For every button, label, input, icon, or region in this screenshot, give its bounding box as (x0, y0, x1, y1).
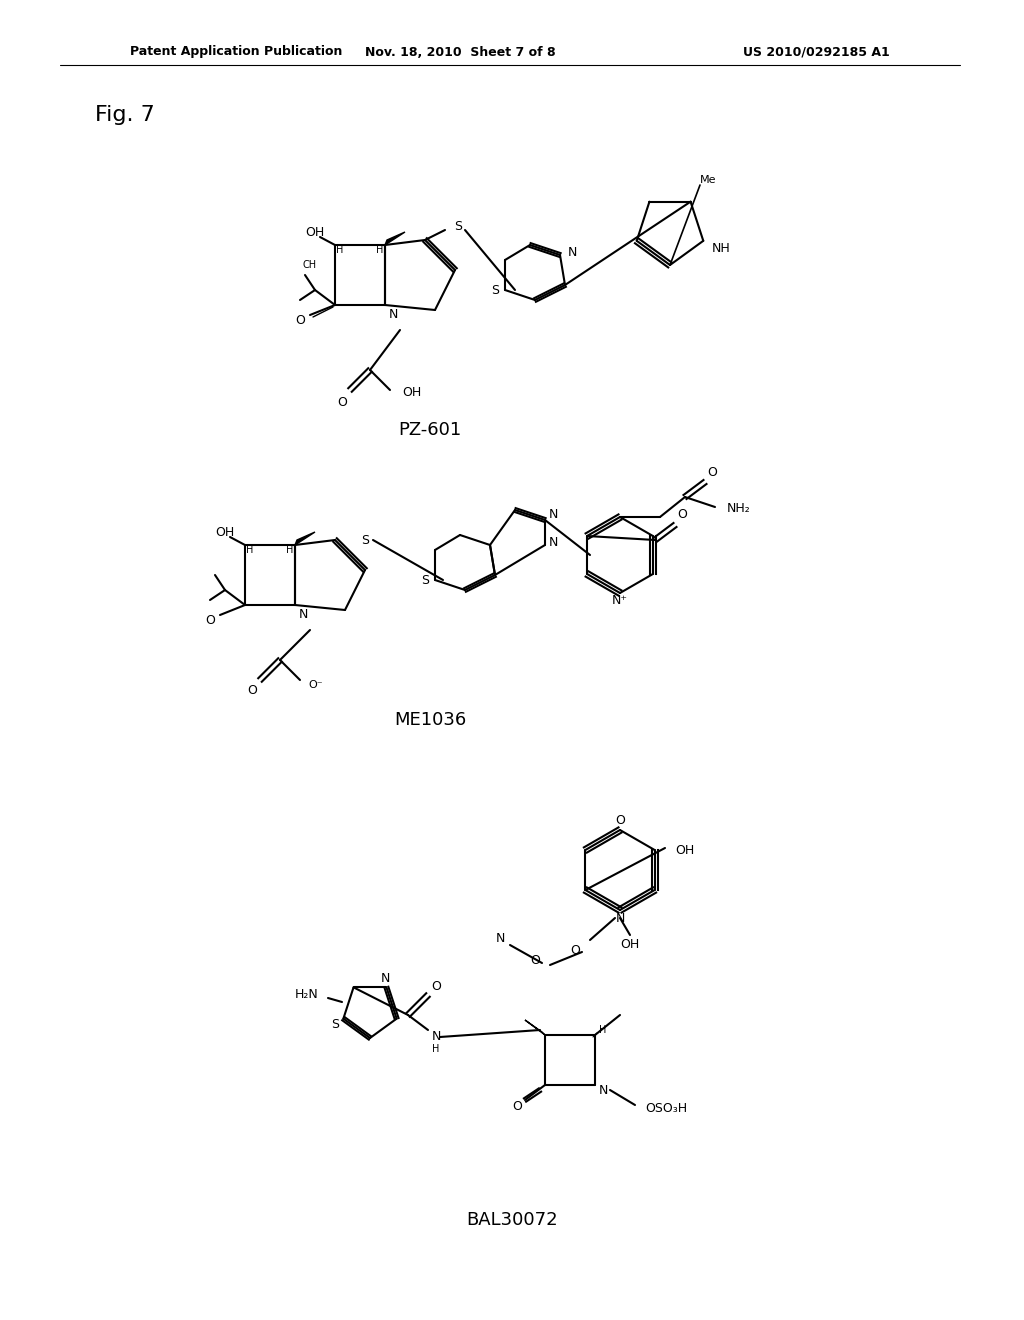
Polygon shape (385, 232, 406, 246)
Text: OH: OH (402, 385, 421, 399)
Polygon shape (295, 532, 315, 545)
Text: ME1036: ME1036 (394, 711, 466, 729)
Text: H₂N: H₂N (294, 989, 318, 1002)
Text: N: N (567, 246, 577, 259)
Text: N: N (548, 508, 558, 521)
Text: NH₂: NH₂ (727, 503, 751, 516)
Text: OH: OH (215, 527, 234, 540)
Text: PZ-601: PZ-601 (398, 421, 462, 440)
Text: N: N (615, 912, 625, 924)
Text: H: H (376, 246, 384, 255)
Text: O: O (570, 944, 580, 957)
Text: O: O (512, 1101, 522, 1114)
Text: O: O (615, 813, 625, 826)
Text: H: H (432, 1044, 439, 1053)
Text: O⁻: O⁻ (308, 680, 323, 690)
Text: O: O (247, 684, 257, 697)
Text: CH: CH (303, 260, 317, 271)
Text: Patent Application Publication: Patent Application Publication (130, 45, 342, 58)
Text: H: H (336, 246, 344, 255)
Text: Me: Me (700, 176, 717, 185)
Text: O: O (205, 614, 215, 627)
Text: H: H (247, 545, 254, 554)
Polygon shape (525, 1020, 545, 1035)
Text: S: S (331, 1019, 339, 1031)
Text: US 2010/0292185 A1: US 2010/0292185 A1 (743, 45, 890, 58)
Text: Nov. 18, 2010  Sheet 7 of 8: Nov. 18, 2010 Sheet 7 of 8 (365, 45, 555, 58)
Text: S: S (454, 220, 462, 234)
Text: OH: OH (305, 227, 325, 239)
Text: S: S (361, 533, 369, 546)
Text: NH: NH (712, 242, 731, 255)
Text: S: S (421, 573, 429, 586)
Text: S: S (490, 284, 499, 297)
Text: N⁺: N⁺ (612, 594, 628, 606)
Text: OH: OH (675, 843, 694, 857)
Text: N: N (548, 536, 558, 549)
Text: O: O (295, 314, 305, 326)
Text: N: N (298, 609, 307, 622)
Text: N: N (496, 932, 505, 945)
Text: H: H (599, 1026, 606, 1035)
Text: N: N (431, 1031, 440, 1044)
Text: OSO₃H: OSO₃H (645, 1102, 687, 1115)
Text: N: N (380, 972, 390, 985)
Text: BAL30072: BAL30072 (466, 1210, 558, 1229)
Text: O: O (530, 953, 540, 966)
Text: Fig. 7: Fig. 7 (95, 106, 155, 125)
Text: O: O (431, 981, 441, 994)
Text: O: O (677, 508, 687, 521)
Text: H: H (287, 545, 294, 554)
Text: N: N (388, 309, 397, 322)
Text: O: O (337, 396, 347, 408)
Text: N: N (598, 1084, 607, 1097)
Text: OH: OH (621, 939, 640, 952)
Text: O: O (707, 466, 717, 479)
